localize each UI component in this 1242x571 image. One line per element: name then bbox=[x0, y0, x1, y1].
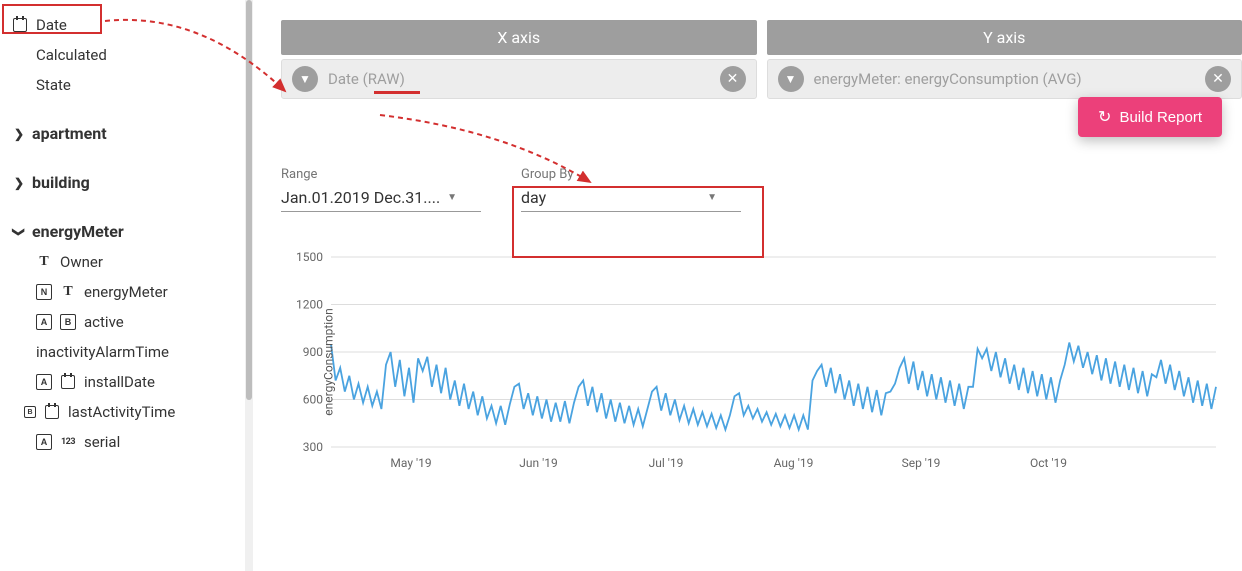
b-type-icon: B bbox=[60, 314, 76, 330]
calendar-icon bbox=[44, 404, 60, 420]
x-axis-header: X axis bbox=[281, 20, 757, 55]
number-type-icon: 123 bbox=[60, 434, 76, 450]
text-type-icon: T bbox=[36, 254, 52, 270]
calendar-icon bbox=[12, 17, 28, 33]
b-type-icon: B bbox=[24, 406, 36, 418]
sidebar-item-state[interactable]: State bbox=[8, 70, 245, 100]
build-report-button[interactable]: ↻ Build Report bbox=[1078, 97, 1222, 137]
y-axis-header: Y axis bbox=[767, 20, 1242, 55]
svg-text:1200: 1200 bbox=[296, 298, 323, 312]
caret-down-icon: ▼ bbox=[707, 192, 717, 203]
label: energyMeter bbox=[32, 222, 124, 241]
sidebar-item-owner[interactable]: T Owner bbox=[8, 247, 245, 277]
a-type-icon: A bbox=[36, 434, 52, 450]
caret-down-icon: ▼ bbox=[447, 192, 457, 203]
label: Date bbox=[36, 16, 67, 34]
sidebar-item-inactivity[interactable]: inactivityAlarmTime bbox=[8, 337, 245, 367]
dropdown-icon[interactable]: ▼ bbox=[292, 66, 318, 92]
groupby-control: Group By day ▼ bbox=[521, 167, 741, 212]
y-axis-field[interactable]: ▼ energyMeter: energyConsumption (AVG) ✕ bbox=[767, 59, 1242, 99]
label: active bbox=[84, 313, 124, 331]
y-axis-value: energyMeter: energyConsumption (AVG) bbox=[814, 70, 1082, 88]
dropdown-icon[interactable]: ▼ bbox=[778, 66, 804, 92]
groupby-value: day bbox=[521, 188, 546, 207]
main-panel: X axis Y axis ▼ Date (RAW) ✕ ▼ energyMet… bbox=[253, 0, 1242, 571]
label: Owner bbox=[60, 253, 103, 271]
label: inactivityAlarmTime bbox=[36, 343, 169, 361]
svg-text:Oct '19: Oct '19 bbox=[1030, 456, 1067, 470]
label: serial bbox=[84, 433, 120, 451]
a-type-icon: A bbox=[36, 314, 52, 330]
n-type-icon: N bbox=[36, 284, 52, 300]
svg-text:Jul '19: Jul '19 bbox=[649, 456, 684, 470]
svg-text:Sep '19: Sep '19 bbox=[902, 456, 941, 470]
svg-text:Jun '19: Jun '19 bbox=[519, 456, 557, 470]
svg-text:600: 600 bbox=[303, 393, 323, 407]
x-axis-value: Date (RAW) bbox=[328, 70, 405, 88]
raw-underline-annotation bbox=[374, 91, 420, 94]
close-icon[interactable]: ✕ bbox=[1205, 66, 1231, 92]
svg-text:900: 900 bbox=[303, 345, 323, 359]
scrollbar[interactable] bbox=[245, 0, 253, 571]
sidebar-item-installdate[interactable]: A installDate bbox=[8, 367, 245, 397]
sidebar-item-date[interactable]: Date bbox=[8, 10, 245, 40]
svg-text:300: 300 bbox=[303, 440, 323, 454]
chevron-right-icon: ❯ bbox=[12, 127, 26, 141]
label: building bbox=[32, 173, 90, 192]
svg-text:1500: 1500 bbox=[296, 252, 323, 264]
label: Build Report bbox=[1119, 109, 1202, 126]
x-axis-field[interactable]: ▼ Date (RAW) ✕ bbox=[281, 59, 757, 99]
sidebar-item-energymeter-field[interactable]: N T energyMeter bbox=[8, 277, 245, 307]
label: installDate bbox=[84, 373, 155, 391]
sidebar-item-active[interactable]: A B active bbox=[8, 307, 245, 337]
reload-icon: ↻ bbox=[1098, 107, 1111, 127]
svg-text:May '19: May '19 bbox=[390, 456, 431, 470]
svg-text:Aug '19: Aug '19 bbox=[774, 456, 814, 470]
line-chart-svg: 300 600 900 1200 1500 May '19 Jun '19 Jul '19 Au… bbox=[281, 252, 1221, 472]
chevron-down-icon: ❯ bbox=[12, 225, 26, 239]
calendar-icon bbox=[60, 374, 76, 390]
range-value: Jan.01.2019 Dec.31.... bbox=[281, 188, 440, 207]
label: apartment bbox=[32, 124, 107, 143]
sidebar-group-building[interactable]: ❯ building bbox=[8, 167, 245, 198]
groupby-label: Group By bbox=[521, 167, 741, 182]
close-icon[interactable]: ✕ bbox=[720, 66, 746, 92]
groupby-select[interactable]: day ▼ bbox=[521, 184, 741, 212]
y-axis-label: energyConsumption bbox=[322, 308, 336, 415]
label: lastActivityTime bbox=[68, 403, 175, 421]
chart: energyConsumption 300 600 900 1200 1500 May '… bbox=[281, 252, 1242, 472]
label: energyMeter bbox=[84, 283, 168, 301]
chevron-right-icon: ❯ bbox=[12, 176, 26, 190]
sidebar-item-serial[interactable]: A 123 serial bbox=[8, 427, 245, 457]
sidebar: Date Calculated State ❯ apartment ❯ buil… bbox=[0, 0, 245, 571]
sidebar-group-energymeter[interactable]: ❯ energyMeter bbox=[8, 216, 245, 247]
range-select[interactable]: Jan.01.2019 Dec.31.... ▼ bbox=[281, 184, 481, 212]
text-type-icon: T bbox=[60, 284, 76, 300]
sidebar-item-lastactivity[interactable]: B lastActivityTime bbox=[8, 397, 245, 427]
label: State bbox=[36, 76, 71, 94]
sidebar-item-calculated[interactable]: Calculated bbox=[8, 40, 245, 70]
a-type-icon: A bbox=[36, 374, 52, 390]
range-control: Range Jan.01.2019 Dec.31.... ▼ bbox=[281, 167, 481, 212]
range-label: Range bbox=[281, 167, 481, 182]
label: Calculated bbox=[36, 46, 107, 64]
sidebar-group-apartment[interactable]: ❯ apartment bbox=[8, 118, 245, 149]
